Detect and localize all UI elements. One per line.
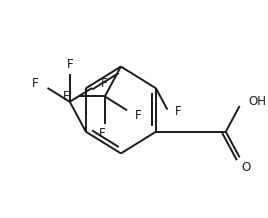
Text: F: F bbox=[63, 90, 70, 103]
Text: F: F bbox=[135, 109, 141, 122]
Text: F: F bbox=[101, 77, 108, 90]
Text: F: F bbox=[175, 105, 181, 118]
Text: O: O bbox=[241, 161, 251, 174]
Text: F: F bbox=[99, 128, 105, 140]
Text: OH: OH bbox=[249, 95, 267, 108]
Text: F: F bbox=[32, 77, 38, 90]
Text: F: F bbox=[66, 58, 73, 71]
